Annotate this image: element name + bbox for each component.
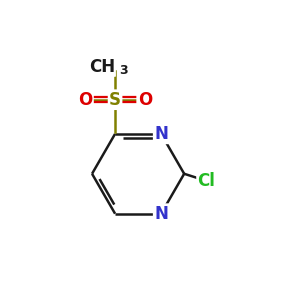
Text: N: N bbox=[154, 205, 168, 223]
Text: N: N bbox=[154, 125, 168, 143]
Text: O: O bbox=[78, 91, 92, 109]
Text: O: O bbox=[138, 91, 152, 109]
Text: 3: 3 bbox=[119, 64, 128, 77]
Text: S: S bbox=[109, 91, 121, 109]
Text: CH: CH bbox=[89, 58, 115, 76]
Text: Cl: Cl bbox=[197, 172, 215, 190]
